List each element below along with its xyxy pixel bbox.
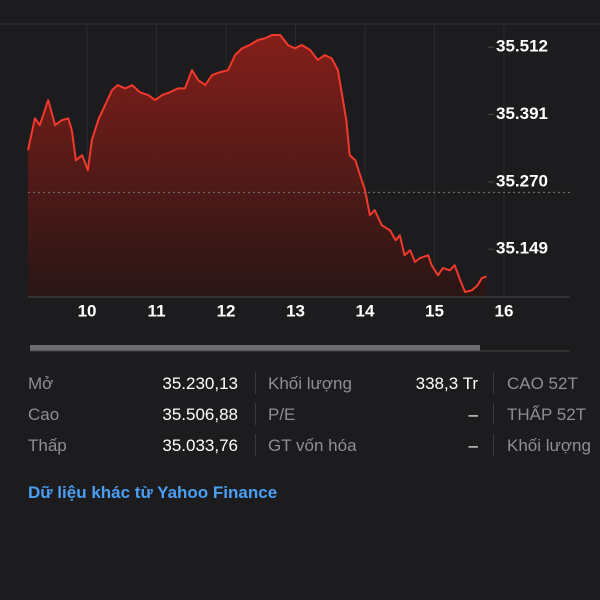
stat-label: Thấp: [28, 436, 67, 455]
stat-value: 338,3 Tr: [415, 374, 478, 393]
stat-label: CAO 52T: [507, 374, 578, 393]
stat-label: Cao: [28, 405, 60, 424]
stat-label: THẤP 52T: [507, 405, 587, 424]
column-separator: [255, 434, 256, 456]
x-tick-label: 12: [217, 301, 236, 320]
price-chart: 10 11 12 13 14 15 16 35.149 35.270 35.391 35.512: [0, 23, 600, 352]
yahoo-link[interactable]: Dữ liệu khác từ Yahoo Finance: [28, 483, 278, 502]
price-line: [27, 34, 487, 293]
stat-label: GT vốn hóa: [268, 436, 357, 455]
stat-label: Mở: [28, 374, 54, 393]
stat-value: 35.230,13: [162, 374, 238, 393]
area-fill: [28, 35, 487, 297]
stat-label: P/E: [268, 405, 296, 424]
column-separator: [493, 403, 494, 425]
stat-value: –: [468, 405, 478, 424]
column-separator: [255, 403, 256, 425]
volume-strip: [30, 345, 570, 352]
y-tick-label: 35.149: [496, 239, 548, 258]
x-tick-label: 11: [148, 301, 166, 320]
column-separator: [493, 434, 494, 456]
stat-label: Khối lượng: [507, 436, 591, 455]
y-tick-label: 35.512: [496, 37, 548, 56]
x-tick-label: 15: [425, 301, 444, 320]
y-tick-label: 35.391: [496, 104, 548, 123]
column-separator: [255, 372, 256, 394]
y-tick-label: 35.270: [496, 171, 548, 190]
x-tick-label: 16: [495, 301, 514, 320]
x-tick-label: 13: [286, 301, 305, 320]
stat-value: 35.033,76: [162, 436, 238, 455]
column-separator: [493, 372, 494, 394]
stats-table: Mở 35.230,13 Khối lượng 338,3 Tr CAO 52T Cao 3…: [0, 368, 600, 464]
stat-label: Khối lượng: [268, 374, 352, 393]
x-tick-label: 10: [78, 301, 97, 320]
x-tick-label: 14: [356, 301, 375, 320]
stat-value: 35.506,88: [162, 405, 238, 424]
stat-value: –: [468, 436, 478, 455]
